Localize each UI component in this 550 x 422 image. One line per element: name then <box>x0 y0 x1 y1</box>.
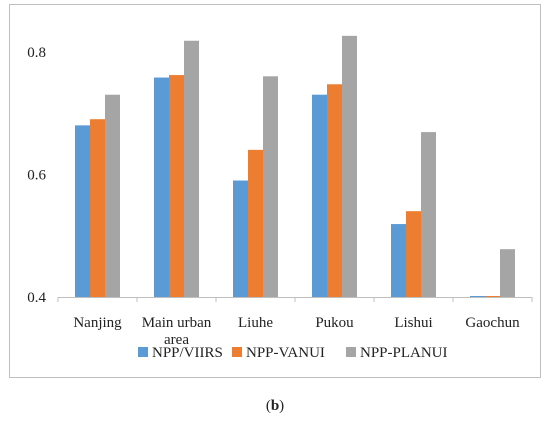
bar-5-1 <box>485 296 500 297</box>
caption-label: b <box>270 398 280 414</box>
bar-1-2 <box>184 40 199 297</box>
caption-close: ) <box>279 398 285 414</box>
bar-0-0 <box>75 125 90 297</box>
x-tick-label-2: Liuhe <box>238 315 273 331</box>
bar-1-1 <box>169 75 184 297</box>
x-tick-label-1: Main urban <box>142 315 212 331</box>
y-tick-label-0: 0.4 <box>27 290 46 306</box>
caption-open: ( <box>265 398 271 414</box>
x-tick-label-3: Pukou <box>315 315 354 331</box>
bar-4-0 <box>391 224 406 297</box>
bar-2-2 <box>263 76 278 297</box>
legend-label-2: NPP-PLANUI <box>360 345 448 361</box>
bar-3-0 <box>312 94 327 298</box>
x-tick-label-1-line1: area <box>164 332 189 348</box>
bar-5-2 <box>500 249 515 297</box>
bar-2-1 <box>248 149 263 297</box>
chart-frame: 0.4 0.6 0.8 Nanjing Main urban area Liuhe Pukou… <box>9 4 541 378</box>
bar-5-0 <box>470 296 485 297</box>
bar-3-2 <box>342 35 357 297</box>
figure-caption: (b) <box>0 398 550 415</box>
bar-1-0 <box>154 77 169 298</box>
bar-4-2 <box>421 132 436 297</box>
legend-swatch-1 <box>232 347 242 357</box>
x-tick-label-5: Gaochun <box>465 315 520 331</box>
x-tick-label-4: Lishui <box>394 315 432 331</box>
legend-swatch-2 <box>346 347 356 357</box>
y-tick-label-1: 0.6 <box>27 167 46 183</box>
y-tick-label-2: 0.8 <box>27 45 46 61</box>
bar-4-1 <box>406 211 421 297</box>
bar-0-1 <box>90 119 105 297</box>
legend-label-1: NPP-VANUI <box>246 345 325 361</box>
bar-3-1 <box>327 84 342 297</box>
bar-2-0 <box>233 180 248 297</box>
x-tick-label-0: Nanjing <box>73 315 122 331</box>
legend-label-0: NPP/VIIRS <box>152 345 223 361</box>
bar-0-2 <box>105 94 120 298</box>
legend-swatch-0 <box>138 347 148 357</box>
